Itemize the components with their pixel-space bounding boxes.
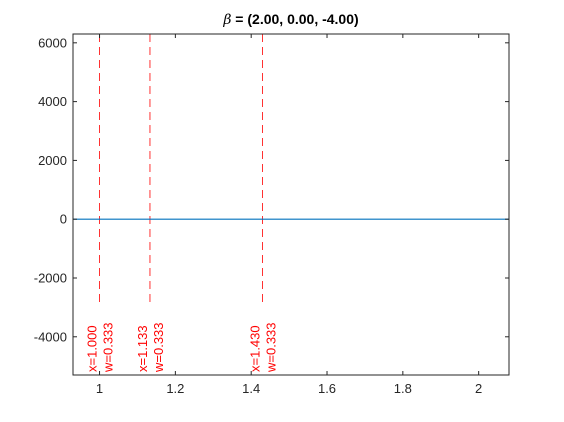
- y-tick-label: 6000: [38, 35, 67, 50]
- marker-w-label: w=0.333: [101, 322, 116, 373]
- x-tick-label: 2: [475, 381, 482, 396]
- plot-area: [73, 34, 509, 375]
- y-tick-label: 4000: [38, 94, 67, 109]
- y-tick-label: 2000: [38, 153, 67, 168]
- marker-x-label: x=1.133: [135, 325, 150, 372]
- x-tick-label: 1.4: [242, 381, 260, 396]
- marker-layer: x=1.000 w=0.333 x=1.133 w=0.333 x=1.430 w=0.3…: [85, 34, 279, 373]
- marker-x-label: x=1.000: [85, 325, 100, 372]
- marker-w-label: w=0.333: [264, 322, 279, 373]
- title-beta-symbol: β: [222, 12, 231, 28]
- axes-box: [72, 33, 510, 376]
- x-tick-label: 1.6: [318, 381, 336, 396]
- title-values: = (2.00, 0.00, -4.00): [231, 11, 358, 27]
- x-tick-label: 1.8: [394, 381, 412, 396]
- marker-x-label: x=1.430: [248, 325, 263, 372]
- x-tick-label: 1.2: [166, 381, 184, 396]
- x-tick-label: 1: [96, 381, 103, 396]
- y-tick-label: 0: [60, 212, 67, 227]
- tick-layer: 1 1.2 1.4 1.6 1.8 2 -4000 -2000 0 2000 4000 6000: [34, 34, 509, 396]
- y-tick-label: -4000: [34, 329, 67, 344]
- y-tick-label: -2000: [34, 270, 67, 285]
- marker-w-label: w=0.333: [151, 322, 166, 373]
- chart-title: β = (2.00, 0.00, -4.00): [222, 11, 358, 28]
